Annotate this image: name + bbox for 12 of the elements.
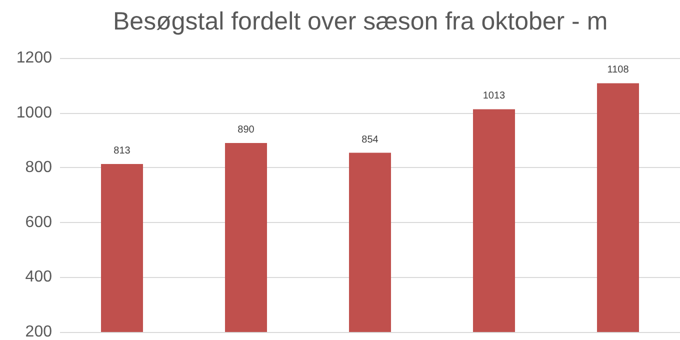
data-label: 813 [114,146,131,157]
y-tick-label: 1200 [16,50,52,66]
data-label: 1108 [607,64,630,76]
y-tick-label: 400 [25,268,52,286]
y-tick-label: 600 [25,214,52,231]
data-label: 854 [362,134,379,146]
data-label: 1013 [482,90,506,102]
chart-title: Besøgstal fordelt over sæson fra oktober - m [113,8,608,36]
y-tick-label: 1000 [16,104,52,122]
y-tick-label: 200 [25,324,52,340]
y-tick-label: 800 [25,159,52,176]
data-label: 890 [238,124,255,136]
